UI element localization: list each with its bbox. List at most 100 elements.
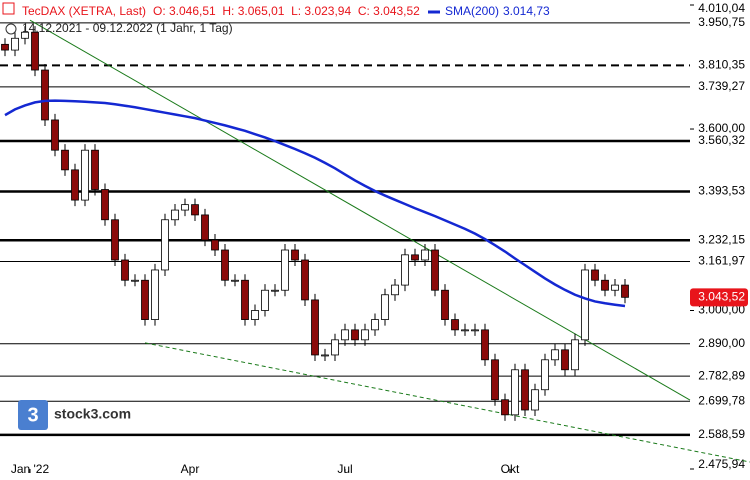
candle-body <box>1 43 9 51</box>
candle-body <box>371 319 379 331</box>
candle-body <box>361 329 369 341</box>
sma-line <box>4 99 626 308</box>
candle-body <box>491 359 499 401</box>
y-limit-label: 2.475,94 <box>698 457 745 471</box>
candle-body <box>211 239 219 251</box>
level-label: 3.393,53 <box>698 184 745 198</box>
instrument-name: TecDAX (XETRA, Last) <box>22 4 146 18</box>
overlay: TecDAX (XETRA, Last) O: 3.046,51 H: 3.06… <box>2 2 550 430</box>
candle-body <box>221 249 229 281</box>
level-label-bg <box>692 426 749 443</box>
candle-body <box>111 219 119 261</box>
logo-mark: 3 <box>27 404 38 426</box>
level-label: 3.810,35 <box>698 58 745 72</box>
candle-body <box>381 294 389 320</box>
candle-body <box>601 279 609 291</box>
candle-body <box>621 284 629 298</box>
clock-icon <box>5 23 17 35</box>
candle-body <box>461 329 469 332</box>
level-label-bg <box>692 253 749 270</box>
level-label: 3.739,27 <box>698 79 745 93</box>
candle-body <box>131 279 139 282</box>
candle-body <box>81 149 89 201</box>
candle-body <box>421 249 429 261</box>
candle-body <box>21 31 29 39</box>
instrument-icon <box>2 2 15 15</box>
candle-body <box>551 349 559 361</box>
level-label: 3.560,32 <box>698 133 745 147</box>
candle-body <box>561 349 569 371</box>
level-label-bg <box>692 133 749 150</box>
candle-body <box>161 219 169 271</box>
candle-body <box>591 269 599 281</box>
candle-body <box>401 254 409 286</box>
candle-body <box>61 149 69 171</box>
candle-body <box>471 329 479 332</box>
level-label-bg <box>692 57 749 74</box>
trendline <box>29 19 691 401</box>
candle-body <box>91 149 99 190</box>
candle-body <box>511 369 519 416</box>
candle-body <box>41 69 49 121</box>
candle-body <box>201 214 209 241</box>
candle-body <box>291 249 299 261</box>
candle-body <box>191 204 199 216</box>
candle-body <box>51 119 59 151</box>
candle-body <box>331 339 339 356</box>
candle-body <box>611 284 619 291</box>
candle-body <box>71 169 79 201</box>
candle-body <box>281 249 289 291</box>
level-label: 2.890,00 <box>698 336 745 350</box>
candle-body <box>121 259 129 281</box>
level-label-bg <box>692 368 749 385</box>
subtitle: 14.12.2021 - 09.12.2022 (1 Jahr, 1 Tag) <box>22 21 233 35</box>
candle-body <box>171 209 179 221</box>
candle-body <box>391 284 399 296</box>
candle-body <box>521 369 529 411</box>
candle-body <box>481 329 489 361</box>
level-label: 2.782,89 <box>698 368 745 382</box>
candle-body <box>261 289 269 311</box>
candle-body <box>431 249 439 291</box>
candle-body <box>531 389 539 411</box>
level-label-bg <box>692 393 749 410</box>
level-label: 3.950,75 <box>698 15 745 29</box>
candle-body <box>341 329 349 341</box>
candle-body <box>541 359 549 391</box>
candle-body <box>141 279 149 320</box>
x-tick-label: Jul <box>337 462 352 476</box>
current-price-bg <box>690 288 748 307</box>
y-tick-label: 3.600,00 <box>698 121 745 135</box>
candle-body <box>311 299 319 356</box>
candle-body <box>581 269 589 341</box>
x-tick-label: Jan '22 <box>11 462 50 476</box>
candle-body <box>321 354 329 357</box>
candle-body <box>241 279 249 320</box>
candle-body <box>441 289 449 320</box>
candle-body <box>571 339 579 371</box>
x-tick-label: Okt <box>501 462 520 476</box>
ohlc-values: O: 3.046,51 H: 3.065,01 L: 3.023,94 C: 3… <box>153 4 420 18</box>
current-price-label: 3.043,52 <box>698 290 745 304</box>
watermark: stock3.com <box>54 406 131 422</box>
sma-legend-name: SMA(200) <box>445 4 499 18</box>
candle-body <box>501 399 509 416</box>
y-limit-label: 4.010,04 <box>698 1 745 15</box>
level-label-bg <box>692 183 749 200</box>
sma-legend-value: 3.014,73 <box>503 4 550 18</box>
candle-body <box>101 189 109 221</box>
logo-box <box>18 400 48 430</box>
candle-body <box>151 269 159 320</box>
level-label-bg <box>692 335 749 352</box>
x-tick-label: Apr <box>181 462 200 476</box>
candle-body <box>181 204 189 211</box>
level-label: 3.161,97 <box>698 254 745 268</box>
candle-body <box>11 37 19 51</box>
candle-body <box>271 289 279 292</box>
candle-body <box>351 329 359 341</box>
candle-body <box>301 259 309 301</box>
candle-body <box>411 254 419 261</box>
